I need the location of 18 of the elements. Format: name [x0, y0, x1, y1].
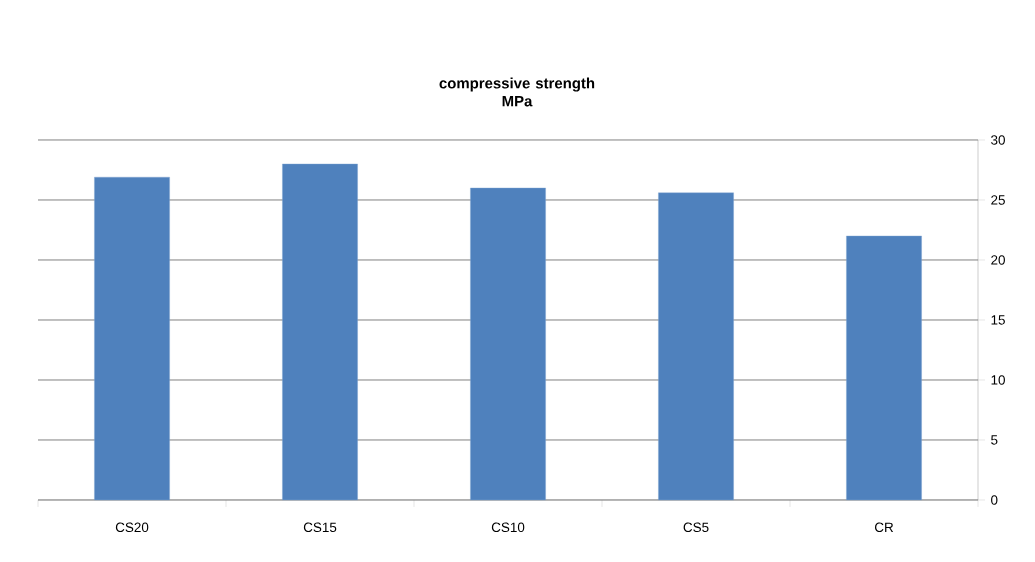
chart-title: compressive strength MPa [439, 77, 595, 107]
y-tick-label: 15 [991, 315, 1005, 325]
y-tick-label: 30 [991, 135, 1005, 145]
x-tick-label: CS10 [491, 522, 525, 533]
y-tick-label: 25 [991, 195, 1005, 205]
x-tick-label: CS15 [303, 522, 337, 533]
x-tick-label: CS20 [115, 522, 149, 533]
y-tick-label: 10 [991, 375, 1005, 385]
x-tick-label: CS5 [683, 522, 709, 533]
bar [282, 163, 358, 501]
x-tick-label: CR [874, 522, 894, 533]
y-tick-label: 0 [991, 495, 998, 505]
bar [470, 187, 546, 501]
bar [658, 192, 734, 501]
bar [94, 176, 170, 501]
bar [846, 235, 922, 501]
y-tick-label: 20 [991, 255, 1005, 265]
y-tick-label: 5 [991, 435, 998, 445]
